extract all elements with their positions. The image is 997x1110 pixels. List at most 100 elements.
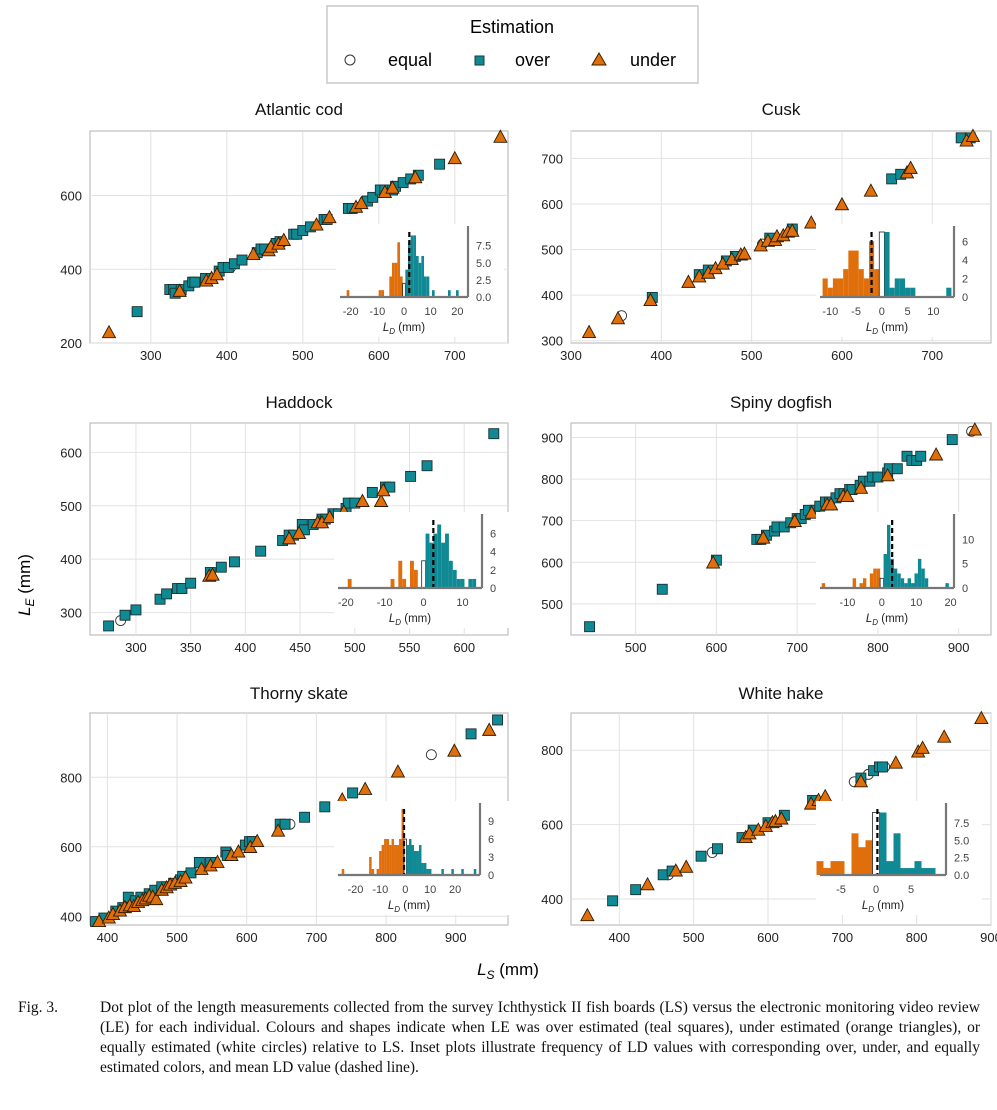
inset-y-tick-label: 0.0 (954, 870, 969, 882)
inset-histogram: -10 -5 0 5 10 0 2 4 6 LD (mm) (816, 224, 990, 337)
point-over (236, 254, 248, 266)
x-tick-label: 500 (683, 930, 705, 945)
point-under (928, 447, 944, 461)
histogram-bar-under (391, 839, 395, 875)
point-over (434, 158, 446, 170)
point-over (130, 604, 142, 616)
point-under (915, 740, 930, 754)
inset-y-tick-label: 6 (488, 834, 494, 846)
histogram-bar-under (381, 290, 384, 297)
y-tick-label: 200 (60, 336, 82, 351)
histogram-bar-under (873, 568, 877, 588)
histogram-bar-over (456, 290, 459, 297)
y-tick-label: 600 (60, 189, 82, 204)
point-under (853, 480, 869, 494)
histogram-bar-over (914, 861, 922, 875)
y-tick-label: 500 (541, 597, 563, 612)
point-over (891, 463, 903, 475)
inset-x-tick-label: -10 (840, 597, 856, 609)
y-axis-label: LE (mm) (15, 554, 37, 616)
x-tick-label: 700 (831, 930, 853, 945)
point-over (189, 276, 201, 288)
inset-y-tick-label: 0.0 (476, 292, 491, 304)
histogram-bar-under (821, 583, 826, 588)
x-tick-label: 900 (445, 930, 467, 945)
y-tick-label: 800 (541, 743, 563, 758)
inset-histogram: -20 -10 0 10 20 0 3 6 9 LD (mm) (334, 801, 516, 915)
point-under (804, 215, 819, 229)
inset-x-tick-label: 0 (402, 884, 408, 896)
point-under (385, 180, 400, 194)
histogram-bar-under (402, 578, 407, 588)
histogram-bar-under (853, 250, 859, 297)
panel-cusk: Cusk 300 400 500 600 700 300 400 500 600 700 -10 -5 0… (541, 100, 992, 363)
point-over (215, 561, 227, 573)
histogram-bar-over (428, 869, 432, 875)
point-over (255, 545, 267, 557)
point-over (946, 434, 958, 446)
point-over (228, 556, 240, 568)
inset-x-axis-label: LD (mm) (866, 613, 908, 627)
point-under (390, 764, 406, 778)
inset-y-tick-label: 0 (488, 870, 494, 882)
x-tick-label: 500 (292, 348, 314, 363)
point-under (376, 482, 391, 497)
inset-x-tick-label: 10 (424, 884, 436, 896)
histogram-bar-over (445, 533, 449, 588)
point-under (823, 496, 839, 511)
histogram-bar-over (408, 242, 411, 297)
histogram-bar-over (416, 255, 419, 297)
histogram-bar-under (862, 578, 867, 588)
point-under (610, 310, 626, 325)
point-over (119, 609, 131, 621)
x-tick-label: 500 (625, 640, 647, 655)
histogram-bar-under (396, 845, 400, 875)
histogram-bar-equal (421, 560, 426, 589)
point-under (231, 844, 246, 858)
inset-x-tick-label: -10 (377, 597, 393, 609)
point-under (246, 246, 261, 260)
x-tick-label: 600 (831, 348, 853, 363)
y-tick-label: 800 (60, 770, 82, 785)
histogram-bar-over (448, 290, 451, 297)
point-over (131, 306, 143, 318)
x-tick-label: 800 (375, 930, 397, 945)
y-tick-label: 300 (60, 606, 82, 621)
y-tick-label: 900 (541, 431, 563, 446)
histogram-bar-over (910, 287, 916, 297)
histogram-bar-over (897, 573, 901, 588)
histogram-bar-under (843, 269, 849, 297)
inset-x-tick-label: 10 (425, 306, 437, 318)
histogram-bar-over (904, 583, 908, 588)
point-under (148, 891, 164, 906)
histogram-bar-under (868, 241, 875, 297)
histogram-bar-over (418, 845, 422, 875)
legend-under-label: under (630, 50, 676, 70)
histogram-bar-over (413, 235, 416, 297)
histogram-bar-over (924, 578, 929, 588)
y-tick-label: 400 (541, 892, 563, 907)
histogram-bar-over (879, 812, 887, 875)
histogram-bar-under (398, 560, 403, 588)
x-tick-label: 300 (560, 348, 582, 363)
point-under (965, 128, 981, 142)
histogram-bar-under (371, 869, 375, 875)
histogram-bar-over (460, 578, 465, 588)
inset-y-tick-label: 2 (490, 565, 496, 577)
inset-background (816, 512, 990, 628)
point-under (863, 183, 879, 197)
histogram-bar-over (433, 533, 438, 588)
y-tick-label: 400 (60, 909, 82, 924)
x-tick-label: 400 (235, 640, 257, 655)
histogram-bar-over (425, 533, 430, 588)
x-tick-label: 600 (706, 640, 728, 655)
histogram-bar-over (451, 869, 454, 875)
histogram-bar-under (852, 578, 857, 588)
point-under (447, 743, 462, 757)
inset-y-tick-label: 9 (488, 816, 494, 828)
point-under (936, 729, 952, 743)
histogram-bar-under (858, 269, 864, 297)
histogram-bar-over (410, 235, 414, 297)
point-over (877, 761, 888, 773)
histogram-bar-under (389, 845, 392, 875)
